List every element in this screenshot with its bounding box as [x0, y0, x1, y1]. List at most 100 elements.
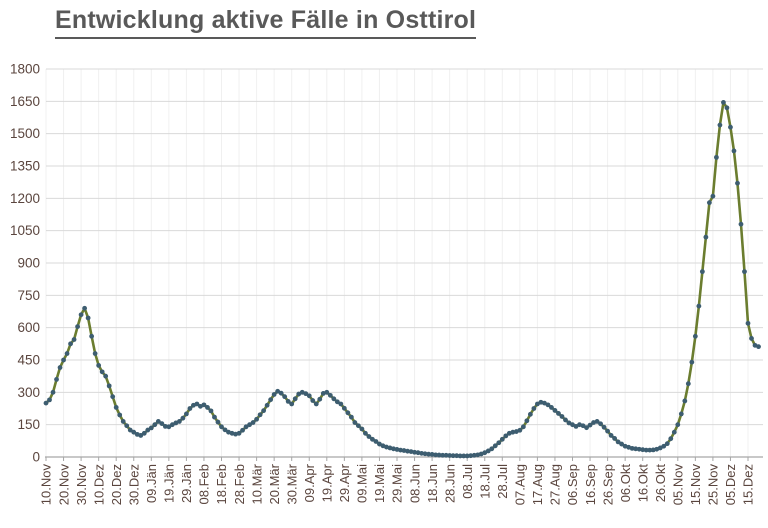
data-point-marker [127, 427, 133, 433]
data-point-marker [598, 421, 603, 427]
data-point-marker [556, 411, 561, 416]
data-point-marker [710, 193, 716, 199]
data-point-marker [412, 449, 417, 455]
data-point-marker [706, 200, 712, 206]
data-point-marker [675, 422, 681, 428]
y-tick-label: 1350 [10, 159, 40, 174]
data-point-marker [735, 180, 740, 186]
data-point-marker [366, 434, 372, 439]
data-point-marker [457, 453, 463, 459]
data-point-marker [64, 351, 70, 356]
x-tick-label: 18.Feb [214, 464, 229, 504]
x-tick-label: 09.Mai [355, 464, 370, 503]
x-tick-label: 16.Okt [635, 464, 650, 503]
data-point-marker [436, 452, 442, 458]
x-tick-label: 19.Mai [372, 464, 387, 503]
data-point-marker [580, 423, 586, 429]
data-point-marker [250, 420, 256, 425]
data-point-marker [682, 398, 688, 404]
data-point-marker [236, 430, 242, 436]
data-point-marker [341, 405, 347, 411]
data-point-marker [531, 406, 537, 411]
data-point-marker [212, 414, 217, 420]
x-tick-label: 15.Dez [741, 464, 756, 505]
data-point-marker [731, 148, 737, 154]
data-point-marker [222, 427, 228, 433]
data-point-marker [243, 424, 249, 430]
data-point-marker [187, 406, 193, 411]
x-tick-label: 15.Nov [688, 464, 703, 506]
y-tick-label: 1800 [10, 62, 40, 77]
x-tick-label: 30.Nov [74, 464, 89, 506]
x-tick-label: 20.Nov [56, 464, 71, 506]
x-tick-label: 19.Jän [162, 464, 177, 503]
data-point-marker [756, 344, 761, 350]
data-point-marker [661, 443, 667, 449]
y-tick-label: 900 [17, 256, 40, 271]
data-point-marker [450, 453, 456, 459]
x-tick-label: 19.Apr [320, 463, 335, 502]
data-point-marker [359, 426, 365, 432]
x-tick-label: 10.Mär [249, 463, 264, 504]
data-point-marker [454, 453, 460, 459]
x-tick-label: 18.Jul [477, 464, 492, 499]
data-point-marker [433, 452, 439, 458]
x-tick-label: 27.Aug [548, 464, 563, 505]
x-tick-label: 18.Jun [425, 464, 440, 503]
x-tick-label: 20.Mär [267, 463, 282, 504]
data-point-marker [162, 423, 168, 429]
data-point-marker [285, 398, 291, 404]
data-point-marker [464, 453, 470, 459]
data-point-marker [78, 312, 84, 318]
data-point-marker [117, 412, 123, 418]
data-point-marker [699, 269, 705, 275]
data-point-marker [145, 427, 151, 433]
data-point-marker [334, 399, 340, 405]
x-tick-label: 17.Aug [530, 464, 545, 505]
data-point-marker [99, 369, 105, 375]
data-point-marker [619, 441, 625, 447]
data-point-marker [103, 373, 109, 379]
data-point-marker [282, 394, 288, 400]
x-tick-label: 10.Nov [39, 464, 54, 506]
y-tick-label: 1650 [10, 94, 40, 109]
data-point-marker [563, 417, 568, 423]
data-point-marker [615, 439, 621, 445]
data-point-marker [152, 422, 158, 428]
x-axis-tick-labels: 10.Nov 20.Nov 30.Nov 10.Dez 20.Dez 30.Dez 09.J… [39, 463, 756, 505]
data-point-marker [363, 430, 368, 436]
data-point-marker [54, 377, 59, 382]
data-point-marker [647, 447, 653, 453]
data-point-marker [749, 336, 754, 341]
data-point-marker [612, 436, 618, 441]
data-point-marker [43, 400, 49, 406]
data-point-marker [106, 383, 112, 389]
x-tick-label: 10.Dez [91, 464, 106, 505]
x-tick-label: 25.Nov [706, 464, 721, 506]
data-point-marker [728, 124, 733, 130]
data-point-marker [629, 445, 635, 451]
x-tick-label: 26.Sep [600, 464, 615, 505]
y-tick-label: 1500 [10, 126, 40, 141]
x-tick-label: 16.Sep [583, 464, 598, 505]
x-tick-label: 09.Apr [302, 463, 317, 502]
data-point-marker [68, 341, 73, 347]
x-tick-label: 06.Sep [565, 464, 580, 505]
data-point-marker [471, 452, 477, 458]
data-point-marker [552, 408, 558, 413]
data-point-marker [194, 401, 200, 407]
data-point-marker [180, 415, 186, 421]
data-point-marker [289, 401, 295, 407]
data-point-marker [640, 447, 646, 453]
data-point-marker [527, 411, 533, 417]
data-point-marker [636, 446, 642, 452]
data-point-marker [292, 396, 298, 402]
y-tick-label: 1050 [10, 223, 40, 238]
x-tick-label: 08.Jun [407, 464, 422, 503]
data-point-marker [398, 447, 403, 453]
data-point-marker [317, 396, 323, 402]
x-tick-label: 26.Okt [653, 464, 668, 503]
data-point-marker [47, 397, 52, 403]
data-point-marker [57, 365, 63, 370]
data-point-marker [138, 433, 144, 438]
